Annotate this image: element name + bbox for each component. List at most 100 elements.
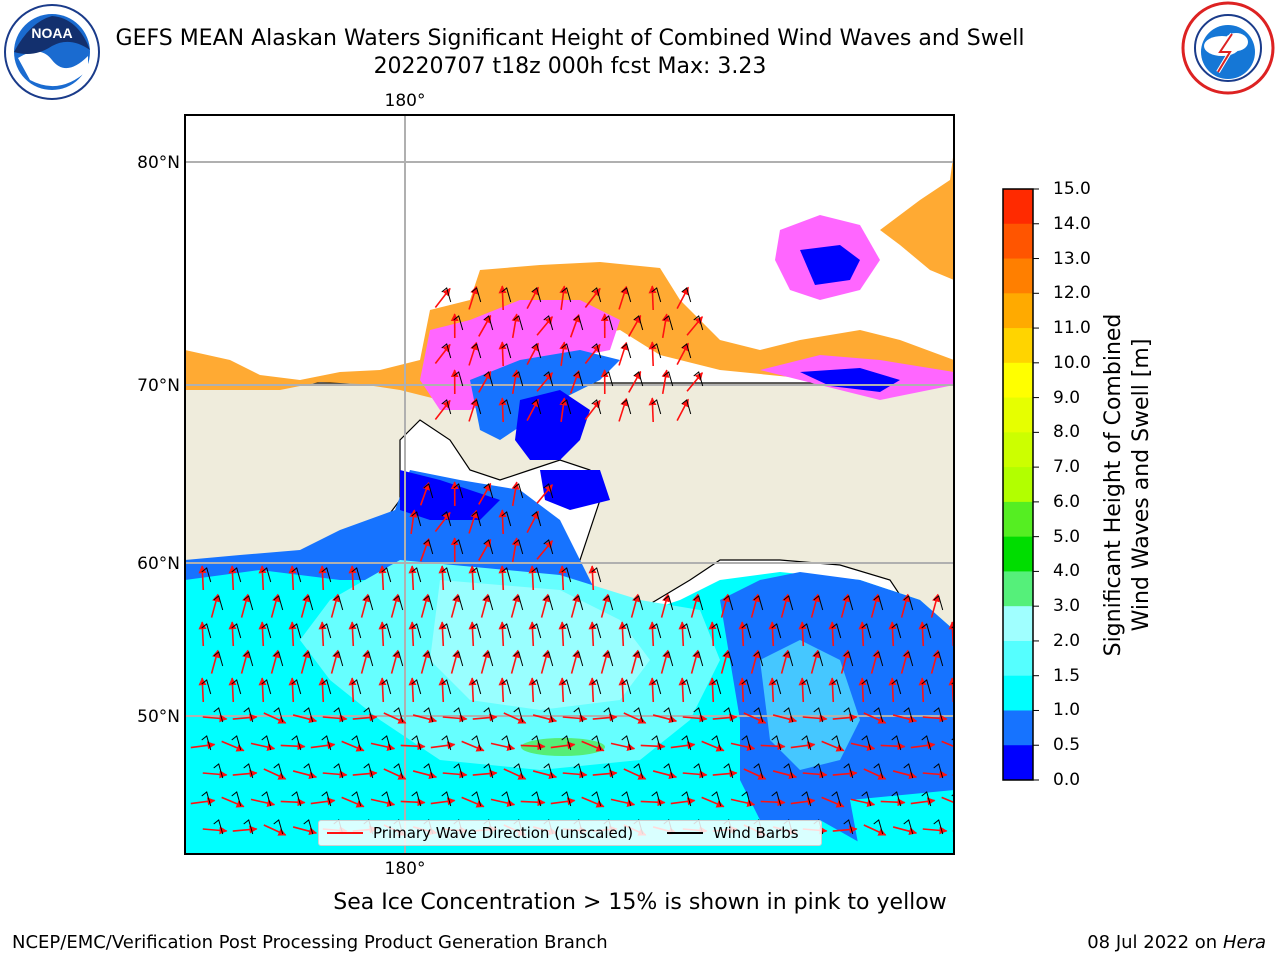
wind-barb <box>573 651 584 667</box>
wind-barb <box>651 679 662 695</box>
colorbar-tick-label: 2.0 <box>1053 630 1081 651</box>
wind-barb <box>964 708 973 722</box>
wind-barb <box>501 287 512 303</box>
wind-barb <box>513 651 524 667</box>
wave-arrow <box>240 649 250 674</box>
wind-barb <box>753 595 764 611</box>
wind-barb <box>291 791 302 807</box>
wave-arrow <box>628 314 642 337</box>
wave-arrow <box>419 481 431 506</box>
wind-barb <box>411 623 422 639</box>
wave-arrow <box>526 398 540 421</box>
wind-barb <box>441 735 452 751</box>
wave-arrow <box>198 677 207 703</box>
wind-barb <box>201 567 212 583</box>
wave-arrow <box>900 593 910 618</box>
wave-arrow <box>648 341 657 367</box>
wind-barb <box>681 343 692 359</box>
wind-barb <box>543 595 554 611</box>
wave-arrow <box>570 593 580 618</box>
colorbar-tick-label: 7.0 <box>1053 457 1081 478</box>
wind-barb <box>663 371 674 387</box>
wind-barb <box>771 735 782 751</box>
wave-arrow <box>318 677 327 703</box>
wind-barb <box>483 483 494 499</box>
wave-arrow <box>910 797 936 806</box>
wave-arrow <box>472 769 498 778</box>
wave-arrow <box>528 565 537 591</box>
wind-barb-swatch <box>667 832 704 834</box>
wave-arrow <box>588 621 597 647</box>
wind-barb <box>213 595 224 611</box>
wave-arrow <box>408 621 417 647</box>
colorbar-tick-label: 14.0 <box>1053 213 1091 234</box>
wind-barb <box>591 287 602 303</box>
wave-arrow <box>558 677 567 703</box>
wave-arrow <box>378 677 387 703</box>
wind-barb <box>693 763 704 779</box>
wind-barb <box>561 623 572 639</box>
wave-arrow <box>438 677 447 703</box>
wind-barb <box>561 399 572 415</box>
wind-barb <box>291 679 302 695</box>
wave-arrow <box>400 742 426 751</box>
wind-barb <box>441 679 452 695</box>
wind-barb <box>441 399 452 415</box>
wind-barb <box>741 735 752 751</box>
wind-barb <box>411 791 422 807</box>
wind-barb <box>471 679 482 695</box>
wave-arrow <box>630 593 640 618</box>
wind-barb <box>261 567 272 583</box>
wave-arrow <box>202 770 228 779</box>
wave-arrow <box>232 713 258 722</box>
wind-barb <box>483 371 494 387</box>
wind-barb <box>513 539 524 555</box>
wind-barb <box>543 315 554 331</box>
wind-barb <box>483 595 494 611</box>
credit-line: NCEP/EMC/Verification Post Processing Pr… <box>12 932 608 953</box>
wave-arrow <box>210 649 220 674</box>
wave-arrow <box>190 797 216 806</box>
wave-arrow <box>562 714 588 723</box>
wave-arrow <box>510 593 520 618</box>
wind-barb <box>891 735 902 751</box>
wind-barb <box>921 791 932 807</box>
wind-barb <box>333 763 344 779</box>
wind-barb <box>231 623 242 639</box>
lat-label-70: 70°N <box>137 376 180 396</box>
wind-barb <box>621 287 632 303</box>
wave-arrow <box>232 769 258 778</box>
wind-barb <box>303 651 314 667</box>
wave-arrow <box>498 397 507 423</box>
wave-arrow <box>618 285 628 310</box>
wind-barb <box>591 343 602 359</box>
wind-barb <box>501 791 512 807</box>
wave-arrow <box>712 769 738 778</box>
wave-arrow <box>720 649 730 674</box>
wave-direction-swatch <box>327 832 363 834</box>
wave-arrow <box>810 593 820 618</box>
wind-barb <box>633 651 644 667</box>
noaa-logo-icon: NOAA <box>4 4 100 100</box>
wave-arrow <box>712 713 738 722</box>
wave-arrow <box>348 565 357 591</box>
map-legend: Primary Wave Direction (unscaled) Wind B… <box>318 820 822 846</box>
lat-label-60: 60°N <box>137 554 180 574</box>
wind-barb <box>543 651 554 667</box>
wind-barb <box>873 819 884 835</box>
wave-arrow <box>400 798 426 807</box>
wind-barb <box>663 315 674 331</box>
wind-barb <box>753 763 764 779</box>
wind-barb <box>831 679 842 695</box>
wind-barb <box>351 735 362 751</box>
wave-arrow <box>802 770 828 779</box>
wave-arrow <box>760 742 786 751</box>
wind-barb <box>771 623 782 639</box>
wind-barb <box>513 483 524 499</box>
wind-barb <box>411 511 422 527</box>
wave-arrow <box>390 649 400 674</box>
wave-arrow <box>510 649 520 674</box>
wind-barb <box>201 791 212 807</box>
wave-arrow <box>900 649 910 674</box>
wind-barb <box>423 539 434 555</box>
